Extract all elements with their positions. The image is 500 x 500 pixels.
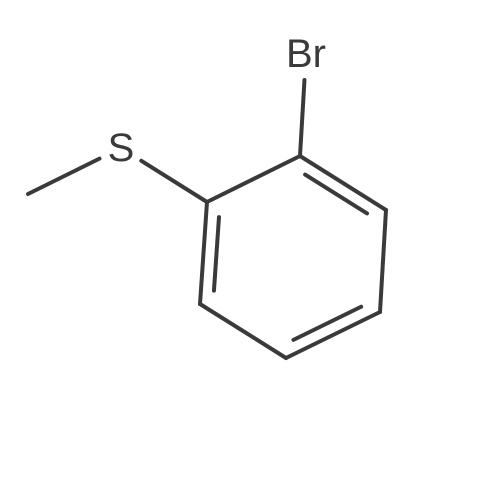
atom-label-br: Br	[286, 32, 326, 76]
molecule-diagram: S Br	[0, 0, 500, 500]
atom-label-s: S	[108, 126, 135, 170]
